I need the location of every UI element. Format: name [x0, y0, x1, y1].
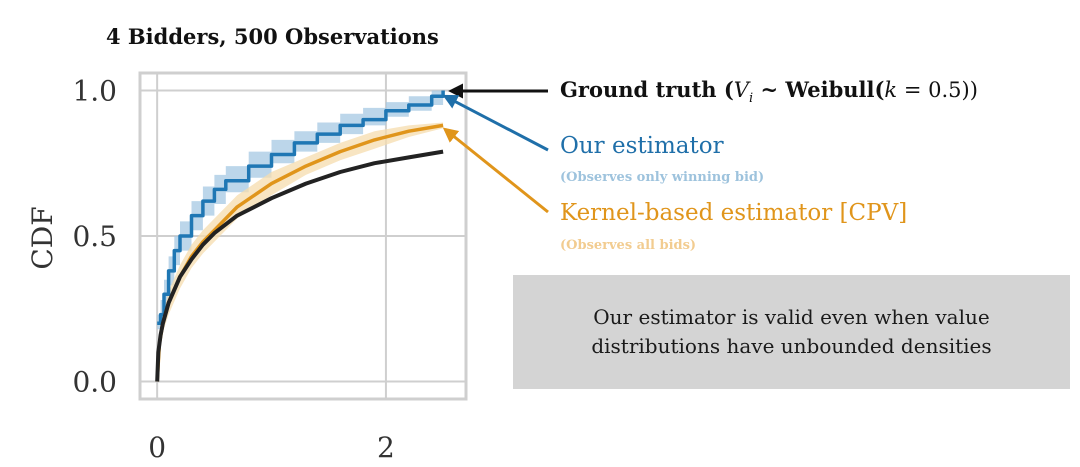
ground-truth-annotation: Ground truth (Vi ~ Weibull(k = 0.5)): [560, 77, 978, 107]
plot-frame: [138, 71, 468, 401]
chart-title: 4 Bidders, 500 Observations: [106, 24, 439, 49]
y-tick-label: 0.5: [72, 220, 117, 253]
confidence-band: [157, 90, 444, 330]
x-tick-label: 0: [148, 431, 166, 464]
kernel-estimator-note: (Observes all bids): [560, 238, 697, 253]
confidence-bands: [157, 90, 444, 382]
series-line: [157, 90, 445, 326]
note-line-1: Our estimator is valid even when value: [593, 305, 990, 329]
our-estimator-annotation: Our estimator: [560, 133, 724, 159]
kernel-estimator-arrow: [442, 127, 549, 214]
series-line: [155, 149, 444, 382]
tick-labels: 0 2 0.0 0.5 1.0: [72, 74, 394, 464]
note-box: Our estimator is valid even when value d…: [513, 275, 1070, 389]
note-line-2: distributions have unbounded densities: [591, 334, 992, 358]
y-tick-label: 1.0: [72, 74, 117, 107]
kernel-estimator-annotation: Kernel-based estimator [CPV]: [560, 200, 908, 226]
annotation-arrows: [442, 83, 549, 214]
confidence-band: [157, 122, 444, 382]
our-estimator-arrow: [442, 94, 549, 152]
our-estimator-note: (Observes only winning bid): [560, 170, 765, 185]
y-tick-label: 0.0: [72, 366, 117, 399]
y-axis-label: CDF: [26, 206, 59, 269]
grid-lines: [140, 73, 466, 399]
x-tick-label: 2: [377, 431, 395, 464]
series-lines: [155, 90, 445, 382]
